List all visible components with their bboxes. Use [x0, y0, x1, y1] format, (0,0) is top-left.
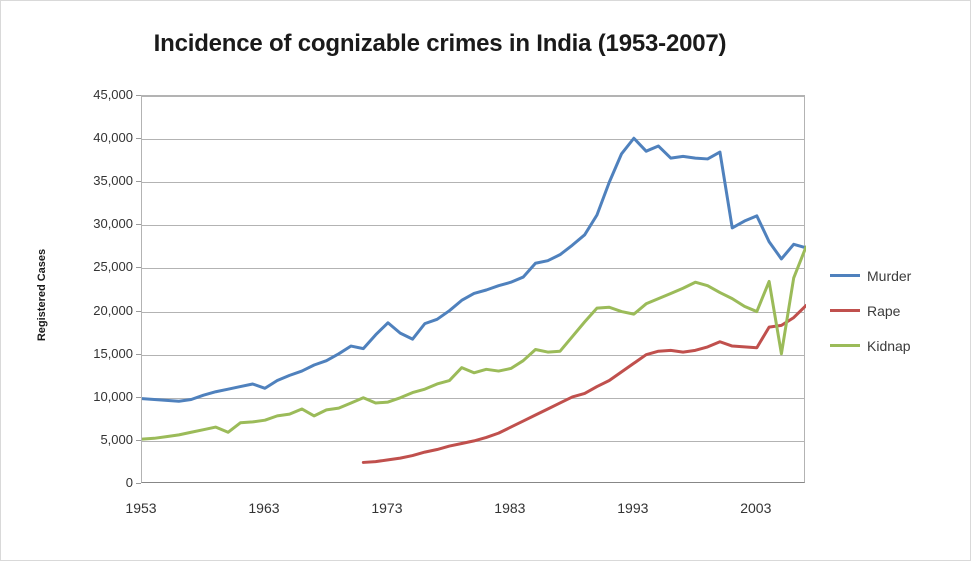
legend-item-murder[interactable]: Murder [830, 258, 960, 293]
y-axis-tick-label: 0 [125, 475, 133, 490]
x-axis-tick-label: 1963 [248, 500, 280, 516]
gridline [142, 139, 804, 140]
y-axis-tick-label: 45,000 [93, 87, 133, 102]
gridline [142, 398, 804, 399]
series-line-rape [361, 304, 806, 464]
x-axis-tick-label: 1973 [371, 500, 403, 516]
legend-swatch-icon [830, 274, 860, 277]
legend-item-label: Rape [867, 302, 901, 319]
series-line-murder [142, 136, 806, 403]
y-axis-tick-mark [136, 95, 141, 96]
gridline [142, 225, 804, 226]
gridline [142, 268, 804, 269]
series-lines [142, 136, 806, 464]
y-axis-tick-mark [136, 439, 141, 441]
y-axis-tick-label: 10,000 [93, 388, 133, 404]
y-axis-tick-label: 20,000 [93, 302, 133, 318]
y-axis-tick-label: 40,000 [93, 130, 133, 146]
legend-item-label: Kidnap [867, 337, 911, 354]
x-axis-tick-label: 1983 [494, 500, 526, 516]
y-axis-tick-mark [136, 396, 141, 398]
y-axis-tick-label: 25,000 [93, 259, 133, 275]
gridline [142, 96, 804, 97]
y-axis-tick-mark [136, 267, 141, 269]
gridline [142, 312, 804, 313]
y-axis-tick-label: 30,000 [93, 216, 133, 232]
chart-legend: Murder Rape Kidnap [830, 258, 960, 363]
legend-item-kidnap[interactable]: Kidnap [830, 328, 960, 363]
y-axis-tick-label: 15,000 [93, 345, 133, 361]
y-axis-tick-mark [136, 224, 141, 226]
y-axis-tick-mark [136, 181, 141, 183]
chart-title: Incidence of cognizable crimes in India … [153, 30, 727, 57]
legend-item-rape[interactable]: Rape [830, 293, 960, 328]
y-axis-tick-label: 35,000 [93, 173, 133, 189]
legend-swatch-icon [830, 344, 860, 347]
y-axis-tick-label: 5,000 [100, 431, 133, 447]
y-axis-tick-mark [136, 138, 141, 140]
y-axis-tick-mark [136, 310, 141, 312]
y-axis-tick-mark [136, 483, 141, 484]
legend-item-label: Murder [867, 267, 912, 284]
x-axis-tick-label: 2003 [740, 500, 772, 516]
series-line-kidnap [142, 245, 806, 441]
gridline [142, 355, 804, 356]
x-axis-tick-label: 1953 [125, 500, 157, 516]
plot-area [141, 95, 806, 483]
y-axis-title: Registered Cases [36, 248, 48, 342]
gridline [142, 182, 804, 183]
x-axis-tick-label: 1993 [617, 500, 649, 516]
y-axis-tick-mark [136, 353, 141, 355]
legend-swatch-icon [830, 309, 860, 312]
